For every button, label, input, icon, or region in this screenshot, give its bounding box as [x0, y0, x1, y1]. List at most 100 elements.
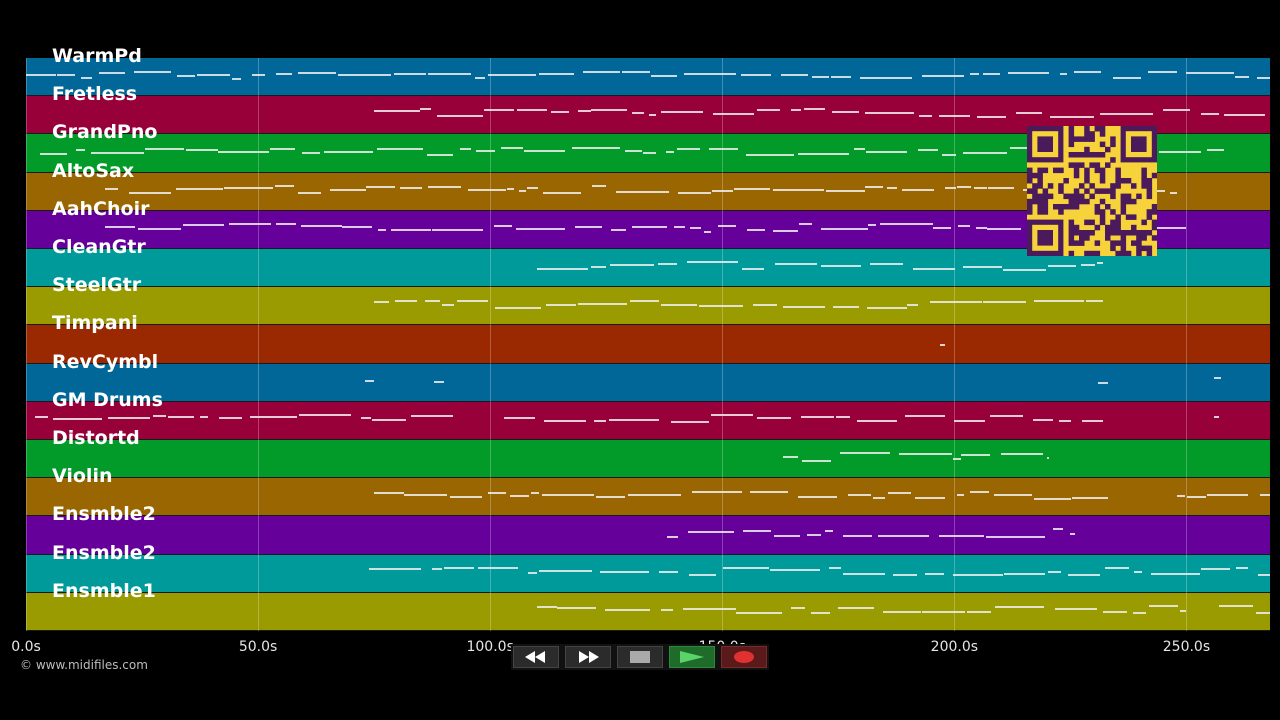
midi-note — [39, 153, 68, 156]
qr-module — [1089, 250, 1095, 257]
qr-module — [1089, 193, 1095, 200]
midi-note — [622, 70, 651, 73]
midi-note — [536, 606, 558, 609]
midi-note — [372, 418, 406, 421]
midi-note — [557, 606, 596, 609]
midi-note — [1103, 611, 1128, 614]
midi-note — [542, 493, 594, 496]
qr-module — [1037, 204, 1043, 210]
midi-note — [983, 301, 1027, 304]
track-lane — [26, 325, 1270, 364]
midi-note — [1059, 420, 1072, 423]
midi-note — [545, 304, 576, 307]
midi-note — [369, 568, 422, 571]
qr-module — [1136, 230, 1142, 236]
fast-forward-button[interactable] — [565, 646, 611, 668]
midi-note — [1105, 567, 1130, 570]
midi-note — [757, 416, 791, 419]
midi-note — [773, 535, 801, 538]
midi-note — [1002, 268, 1047, 271]
qr-module — [1042, 209, 1049, 215]
midi-note — [703, 230, 711, 233]
midi-note — [217, 150, 270, 153]
midi-note — [449, 495, 482, 498]
midi-note — [527, 571, 538, 574]
track-label: Ensmble2 — [52, 541, 156, 564]
midi-note — [494, 225, 512, 228]
qr-module — [1068, 162, 1075, 168]
qr-module — [1094, 224, 1101, 231]
midi-note — [129, 191, 172, 194]
midi-note — [906, 304, 919, 307]
midi-note — [1000, 452, 1043, 455]
midi-note — [708, 148, 739, 151]
midi-note — [1007, 72, 1049, 75]
midi-note — [1086, 300, 1103, 303]
midi-note — [692, 491, 742, 494]
midi-note — [1201, 113, 1219, 116]
qr-module — [1079, 198, 1085, 205]
qr-module — [1125, 178, 1132, 184]
midi-note — [323, 151, 373, 154]
midi-note — [374, 301, 389, 304]
track-lane — [26, 58, 1270, 97]
midi-note — [842, 572, 886, 575]
midi-note — [1098, 382, 1108, 385]
midi-note — [443, 566, 475, 569]
qr-module — [1141, 167, 1147, 174]
play-button[interactable] — [669, 646, 715, 668]
midi-note — [459, 147, 471, 150]
midi-note — [1003, 572, 1046, 575]
qr-module — [1120, 235, 1127, 241]
qr-module — [1084, 126, 1090, 132]
qr-module — [1032, 193, 1038, 200]
midi-note — [986, 536, 1017, 539]
midi-note — [504, 417, 535, 420]
midi-note — [1132, 611, 1147, 614]
midi-note — [824, 530, 833, 533]
qr-module — [1146, 250, 1153, 257]
midi-note — [864, 185, 884, 188]
qr-module — [1110, 219, 1116, 226]
midi-note — [298, 72, 337, 75]
midi-note — [870, 263, 904, 266]
midi-note — [961, 454, 990, 457]
midi-note — [717, 224, 737, 227]
midi-note — [975, 226, 988, 229]
qr-module — [1120, 204, 1127, 210]
midi-note — [1159, 150, 1201, 153]
midi-note — [1214, 415, 1219, 418]
midi-note — [821, 228, 869, 231]
midi-note — [987, 187, 1014, 190]
midi-note — [275, 185, 294, 187]
track-label: CleanGtr — [52, 236, 146, 258]
midi-note — [749, 490, 789, 493]
copyright-text: © www.midifiles.com — [20, 658, 148, 672]
rewind-button[interactable] — [513, 646, 559, 668]
track-label: GrandPno — [52, 121, 158, 144]
midi-note — [536, 268, 589, 271]
qr-module — [1068, 126, 1075, 132]
qr-module — [1136, 240, 1142, 246]
qr-module — [1094, 209, 1101, 215]
midi-note — [929, 301, 983, 304]
record-button[interactable] — [721, 646, 767, 668]
midi-note — [330, 188, 366, 191]
track-lane — [26, 363, 1270, 402]
midi-note — [902, 188, 934, 191]
midi-note — [1134, 571, 1142, 574]
midi-note — [742, 267, 764, 270]
transport-controls — [511, 644, 769, 670]
midi-note — [591, 266, 607, 269]
midi-note — [426, 153, 454, 156]
midi-note — [688, 531, 734, 534]
midi-note — [1180, 609, 1187, 612]
midi-note — [275, 73, 292, 76]
qr-module — [1073, 152, 1080, 158]
track-label: SteelGtr — [52, 274, 142, 297]
qr-module — [1115, 250, 1121, 257]
midi-note — [868, 224, 877, 227]
stop-button[interactable] — [617, 646, 663, 668]
qr-module — [1131, 240, 1137, 246]
midi-note — [594, 419, 606, 422]
